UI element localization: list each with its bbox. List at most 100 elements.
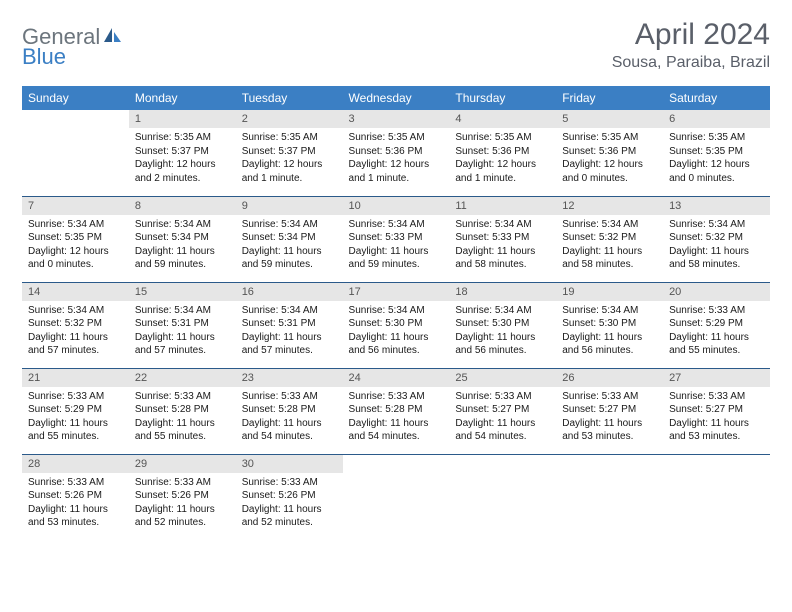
- day-number: 2: [236, 110, 343, 128]
- day-number: 27: [663, 369, 770, 387]
- calendar-day-cell: 12Sunrise: 5:34 AMSunset: 5:32 PMDayligh…: [556, 196, 663, 282]
- weekday-header: Saturday: [663, 86, 770, 110]
- day-details: Sunrise: 5:35 AMSunset: 5:36 PMDaylight:…: [343, 128, 450, 189]
- day-number: 12: [556, 197, 663, 215]
- calendar-day-cell: 19Sunrise: 5:34 AMSunset: 5:30 PMDayligh…: [556, 282, 663, 368]
- day-number: 9: [236, 197, 343, 215]
- weekday-header: Thursday: [449, 86, 556, 110]
- day-number: 4: [449, 110, 556, 128]
- calendar-week-row: 14Sunrise: 5:34 AMSunset: 5:32 PMDayligh…: [22, 282, 770, 368]
- calendar-day-cell: 4Sunrise: 5:35 AMSunset: 5:36 PMDaylight…: [449, 110, 556, 196]
- calendar-day-cell: 9Sunrise: 5:34 AMSunset: 5:34 PMDaylight…: [236, 196, 343, 282]
- day-details: Sunrise: 5:35 AMSunset: 5:36 PMDaylight:…: [556, 128, 663, 189]
- calendar-day-cell: 5Sunrise: 5:35 AMSunset: 5:36 PMDaylight…: [556, 110, 663, 196]
- title-block: April 2024 Sousa, Paraiba, Brazil: [612, 18, 770, 72]
- day-number: 24: [343, 369, 450, 387]
- day-details: Sunrise: 5:33 AMSunset: 5:28 PMDaylight:…: [236, 387, 343, 448]
- calendar-week-row: 21Sunrise: 5:33 AMSunset: 5:29 PMDayligh…: [22, 368, 770, 454]
- day-details: Sunrise: 5:33 AMSunset: 5:27 PMDaylight:…: [663, 387, 770, 448]
- day-details: Sunrise: 5:34 AMSunset: 5:30 PMDaylight:…: [556, 301, 663, 362]
- day-number: 16: [236, 283, 343, 301]
- calendar-day-cell: 26Sunrise: 5:33 AMSunset: 5:27 PMDayligh…: [556, 368, 663, 454]
- day-number: 23: [236, 369, 343, 387]
- calendar-body: 1Sunrise: 5:35 AMSunset: 5:37 PMDaylight…: [22, 110, 770, 540]
- month-title: April 2024: [612, 18, 770, 52]
- day-details: Sunrise: 5:33 AMSunset: 5:29 PMDaylight:…: [663, 301, 770, 362]
- calendar-day-cell: 3Sunrise: 5:35 AMSunset: 5:36 PMDaylight…: [343, 110, 450, 196]
- day-details: Sunrise: 5:33 AMSunset: 5:26 PMDaylight:…: [22, 473, 129, 534]
- calendar-day-cell: 20Sunrise: 5:33 AMSunset: 5:29 PMDayligh…: [663, 282, 770, 368]
- calendar-empty-cell: [556, 454, 663, 540]
- day-details: Sunrise: 5:33 AMSunset: 5:28 PMDaylight:…: [129, 387, 236, 448]
- calendar-empty-cell: [449, 454, 556, 540]
- brand-part2: Blue: [22, 44, 66, 69]
- day-number: 20: [663, 283, 770, 301]
- calendar-day-cell: 30Sunrise: 5:33 AMSunset: 5:26 PMDayligh…: [236, 454, 343, 540]
- day-details: Sunrise: 5:34 AMSunset: 5:33 PMDaylight:…: [343, 215, 450, 276]
- calendar-week-row: 7Sunrise: 5:34 AMSunset: 5:35 PMDaylight…: [22, 196, 770, 282]
- day-details: Sunrise: 5:34 AMSunset: 5:34 PMDaylight:…: [129, 215, 236, 276]
- page-header: General April 2024 Sousa, Paraiba, Brazi…: [22, 18, 770, 72]
- calendar-empty-cell: [663, 454, 770, 540]
- day-number: 7: [22, 197, 129, 215]
- day-number: 6: [663, 110, 770, 128]
- day-number: 21: [22, 369, 129, 387]
- day-number: 26: [556, 369, 663, 387]
- calendar-day-cell: 14Sunrise: 5:34 AMSunset: 5:32 PMDayligh…: [22, 282, 129, 368]
- day-number: 22: [129, 369, 236, 387]
- weekday-header: Friday: [556, 86, 663, 110]
- day-number: 29: [129, 455, 236, 473]
- day-details: Sunrise: 5:34 AMSunset: 5:30 PMDaylight:…: [343, 301, 450, 362]
- day-details: Sunrise: 5:34 AMSunset: 5:32 PMDaylight:…: [22, 301, 129, 362]
- day-number: 25: [449, 369, 556, 387]
- calendar-day-cell: 13Sunrise: 5:34 AMSunset: 5:32 PMDayligh…: [663, 196, 770, 282]
- weekday-header: Tuesday: [236, 86, 343, 110]
- day-details: Sunrise: 5:34 AMSunset: 5:31 PMDaylight:…: [236, 301, 343, 362]
- calendar-empty-cell: [343, 454, 450, 540]
- calendar-day-cell: 17Sunrise: 5:34 AMSunset: 5:30 PMDayligh…: [343, 282, 450, 368]
- day-number: 14: [22, 283, 129, 301]
- day-details: Sunrise: 5:34 AMSunset: 5:31 PMDaylight:…: [129, 301, 236, 362]
- calendar-day-cell: 1Sunrise: 5:35 AMSunset: 5:37 PMDaylight…: [129, 110, 236, 196]
- calendar-day-cell: 11Sunrise: 5:34 AMSunset: 5:33 PMDayligh…: [449, 196, 556, 282]
- weekday-header: Sunday: [22, 86, 129, 110]
- brand-part2-wrap: Blue: [22, 44, 66, 70]
- day-details: Sunrise: 5:34 AMSunset: 5:32 PMDaylight:…: [663, 215, 770, 276]
- calendar-day-cell: 29Sunrise: 5:33 AMSunset: 5:26 PMDayligh…: [129, 454, 236, 540]
- day-number: 17: [343, 283, 450, 301]
- calendar-day-cell: 21Sunrise: 5:33 AMSunset: 5:29 PMDayligh…: [22, 368, 129, 454]
- weekday-header: Monday: [129, 86, 236, 110]
- day-details: Sunrise: 5:34 AMSunset: 5:35 PMDaylight:…: [22, 215, 129, 276]
- calendar-day-cell: 25Sunrise: 5:33 AMSunset: 5:27 PMDayligh…: [449, 368, 556, 454]
- day-number: 30: [236, 455, 343, 473]
- day-number: 1: [129, 110, 236, 128]
- calendar-week-row: 28Sunrise: 5:33 AMSunset: 5:26 PMDayligh…: [22, 454, 770, 540]
- calendar-day-cell: 6Sunrise: 5:35 AMSunset: 5:35 PMDaylight…: [663, 110, 770, 196]
- calendar-table: SundayMondayTuesdayWednesdayThursdayFrid…: [22, 86, 770, 540]
- location-text: Sousa, Paraiba, Brazil: [612, 54, 770, 72]
- day-details: Sunrise: 5:33 AMSunset: 5:27 PMDaylight:…: [449, 387, 556, 448]
- day-details: Sunrise: 5:34 AMSunset: 5:33 PMDaylight:…: [449, 215, 556, 276]
- day-details: Sunrise: 5:33 AMSunset: 5:29 PMDaylight:…: [22, 387, 129, 448]
- calendar-week-row: 1Sunrise: 5:35 AMSunset: 5:37 PMDaylight…: [22, 110, 770, 196]
- day-number: 18: [449, 283, 556, 301]
- calendar-day-cell: 10Sunrise: 5:34 AMSunset: 5:33 PMDayligh…: [343, 196, 450, 282]
- day-number: 3: [343, 110, 450, 128]
- weekday-header: Wednesday: [343, 86, 450, 110]
- day-number: 8: [129, 197, 236, 215]
- day-details: Sunrise: 5:33 AMSunset: 5:26 PMDaylight:…: [236, 473, 343, 534]
- calendar-day-cell: 15Sunrise: 5:34 AMSunset: 5:31 PMDayligh…: [129, 282, 236, 368]
- day-details: Sunrise: 5:33 AMSunset: 5:26 PMDaylight:…: [129, 473, 236, 534]
- brand-sail-icon: [103, 26, 123, 49]
- day-number: 13: [663, 197, 770, 215]
- day-details: Sunrise: 5:35 AMSunset: 5:36 PMDaylight:…: [449, 128, 556, 189]
- day-details: Sunrise: 5:33 AMSunset: 5:28 PMDaylight:…: [343, 387, 450, 448]
- day-details: Sunrise: 5:34 AMSunset: 5:34 PMDaylight:…: [236, 215, 343, 276]
- calendar-day-cell: 8Sunrise: 5:34 AMSunset: 5:34 PMDaylight…: [129, 196, 236, 282]
- calendar-day-cell: 16Sunrise: 5:34 AMSunset: 5:31 PMDayligh…: [236, 282, 343, 368]
- day-details: Sunrise: 5:33 AMSunset: 5:27 PMDaylight:…: [556, 387, 663, 448]
- day-details: Sunrise: 5:35 AMSunset: 5:37 PMDaylight:…: [129, 128, 236, 189]
- calendar-day-cell: 7Sunrise: 5:34 AMSunset: 5:35 PMDaylight…: [22, 196, 129, 282]
- day-details: Sunrise: 5:34 AMSunset: 5:30 PMDaylight:…: [449, 301, 556, 362]
- day-number: 10: [343, 197, 450, 215]
